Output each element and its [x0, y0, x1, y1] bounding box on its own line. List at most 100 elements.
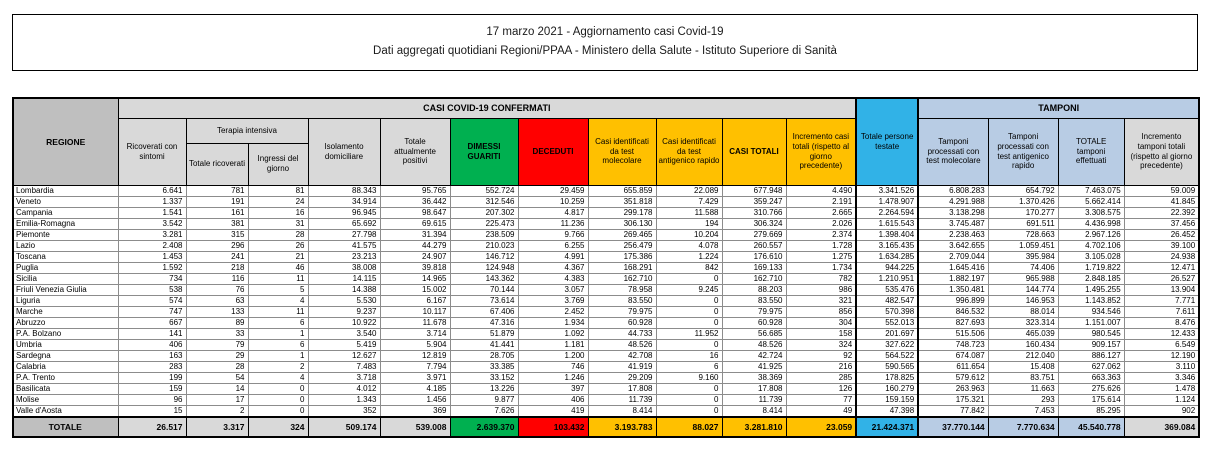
value-cell: 465.039: [987, 327, 1059, 340]
value-cell: 212.040: [987, 349, 1059, 362]
value-cell: 842: [655, 261, 723, 274]
value-cell: 37.770.144: [917, 415, 989, 437]
value-cell: 15: [117, 404, 187, 417]
value-cell: 7.611: [1123, 305, 1200, 318]
value-cell: 8.414: [721, 404, 787, 417]
value-cell: 11.952: [655, 327, 723, 340]
header-incremento-casi-totali: Incremento casi totali (rispetto al gior…: [785, 117, 857, 186]
value-cell: 0: [655, 338, 723, 351]
value-cell: 3.308.575: [1057, 206, 1125, 219]
value-cell: 17.808: [587, 382, 657, 395]
value-cell: 8.414: [587, 404, 657, 417]
value-cell: 11: [247, 305, 309, 318]
value-cell: 279.669: [721, 228, 787, 241]
value-cell: 6.549: [1123, 338, 1200, 351]
value-cell: 26: [247, 239, 309, 252]
value-cell: 1.478: [1123, 382, 1200, 395]
value-cell: 4.012: [307, 382, 381, 395]
header-casi-test-molecolare: Casi identificati da test molecolare: [587, 117, 657, 186]
value-cell: 1: [247, 349, 309, 362]
value-cell: 160.279: [855, 382, 920, 395]
value-cell: 2.967.126: [1057, 228, 1125, 241]
value-cell: 88.203: [721, 283, 787, 296]
value-cell: 1.882.197: [917, 272, 989, 285]
value-cell: 535.476: [855, 283, 920, 296]
value-cell: 3.745.487: [917, 217, 989, 230]
value-cell: 241: [185, 250, 249, 263]
value-cell: 1.224: [655, 250, 723, 263]
table-header: REGIONE CASI COVID-19 CONFERMATI Totale …: [12, 97, 1200, 186]
value-cell: 1.728: [785, 239, 857, 252]
value-cell: 315: [185, 228, 249, 241]
value-cell: 141: [117, 327, 187, 340]
value-cell: 728.663: [987, 228, 1059, 241]
value-cell: 17.808: [721, 382, 787, 395]
value-cell: 482.547: [855, 294, 920, 307]
value-cell: 88.027: [655, 415, 723, 437]
value-cell: 256.479: [587, 239, 657, 252]
value-cell: 323.314: [987, 316, 1059, 329]
value-cell: 509.174: [307, 415, 381, 437]
region-cell: Basilicata: [12, 382, 119, 395]
value-cell: 23.059: [785, 415, 857, 437]
value-cell: 381: [185, 217, 249, 230]
region-cell: Toscana: [12, 250, 119, 263]
value-cell: 748.723: [917, 338, 989, 351]
value-cell: 4.991: [517, 250, 589, 263]
value-cell: 0: [655, 316, 723, 329]
value-cell: 33: [185, 327, 249, 340]
table-row: Abruzzo 667 89 6 10.922 11.678 47.316 1.934 60.9…: [12, 316, 1200, 329]
value-cell: 10.117: [379, 305, 451, 318]
table-row: Sicilia 734 116 11 14.115 14.965 143.362 4.383 1…: [12, 272, 1200, 285]
value-cell: 1.337: [117, 195, 187, 208]
value-cell: 77.842: [917, 404, 989, 417]
value-cell: 299.178: [587, 206, 657, 219]
region-cell: Campania: [12, 206, 119, 219]
header-totale-tamponi-effettuati: TOTALE tamponi effettuati: [1057, 117, 1125, 186]
value-cell: 5.530: [307, 294, 381, 307]
value-cell: 21: [247, 250, 309, 263]
value-cell: 3.110: [1123, 360, 1200, 373]
value-cell: 3.281: [117, 228, 187, 241]
value-cell: 168.291: [587, 261, 657, 274]
value-cell: 1.453: [117, 250, 187, 263]
value-cell: 902: [1123, 404, 1200, 417]
value-cell: 1.615.543: [855, 217, 920, 230]
value-cell: 162.710: [587, 272, 657, 285]
header-regione: REGIONE: [12, 97, 119, 186]
value-cell: 17: [185, 393, 249, 406]
value-cell: 0: [655, 404, 723, 417]
region-cell: Liguria: [12, 294, 119, 307]
value-cell: 3.346: [1123, 371, 1200, 384]
value-cell: 7.794: [379, 360, 451, 373]
value-cell: 48.526: [721, 338, 787, 351]
header-totale-persone-testate: Totale persone testate: [855, 97, 920, 186]
header-tamponi: TAMPONI: [917, 97, 1200, 119]
value-cell: 6.255: [517, 239, 589, 252]
value-cell: 3.057: [517, 283, 589, 296]
value-cell: 51.879: [449, 327, 519, 340]
value-cell: 201.697: [855, 327, 920, 340]
value-cell: 22.392: [1123, 206, 1200, 219]
value-cell: 312.546: [449, 195, 519, 208]
value-cell: 103.432: [517, 415, 589, 437]
value-cell: 4.436.998: [1057, 217, 1125, 230]
value-cell: 73.614: [449, 294, 519, 307]
value-cell: 54: [185, 371, 249, 384]
value-cell: 4.291.988: [917, 195, 989, 208]
value-cell: 260.557: [721, 239, 787, 252]
value-cell: 2.026: [785, 217, 857, 230]
region-cell: Sicilia: [12, 272, 119, 285]
value-cell: 2.238.463: [917, 228, 989, 241]
region-cell: Lazio: [12, 239, 119, 252]
value-cell: 7.770.634: [987, 415, 1059, 437]
value-cell: 159: [117, 382, 187, 395]
table-row: Sardegna 163 29 1 12.627 12.819 28.705 1.200 42.…: [12, 349, 1200, 362]
value-cell: 406: [117, 338, 187, 351]
value-cell: 1.246: [517, 371, 589, 384]
value-cell: 3.193.783: [587, 415, 657, 437]
value-cell: 14.388: [307, 283, 381, 296]
value-cell: 321: [785, 294, 857, 307]
header-incremento-tamponi-totali: Incremento tamponi totali (rispetto al g…: [1123, 117, 1200, 186]
value-cell: 2: [247, 360, 309, 373]
